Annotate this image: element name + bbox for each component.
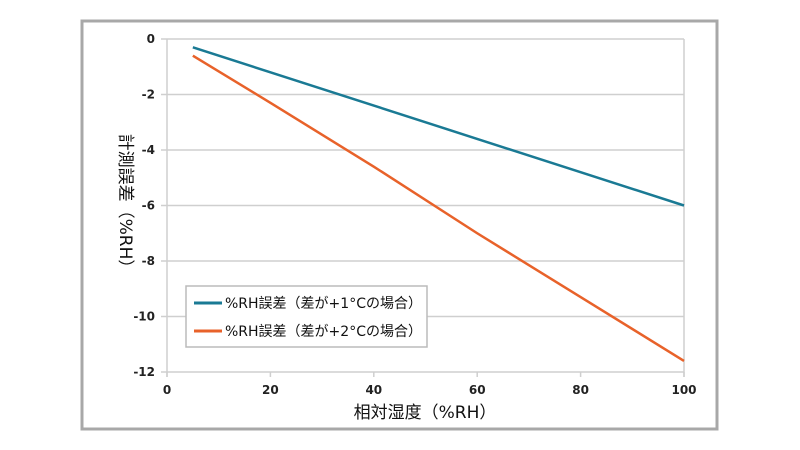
- y-tick-label: -12: [133, 365, 155, 379]
- y-axis-label: 計測誤差（%RH）: [115, 134, 135, 277]
- x-tick-label: 80: [572, 383, 589, 397]
- series-line-2: [192, 54, 685, 362]
- y-tick-label: -4: [142, 143, 155, 157]
- legend: %RH誤差（差が+1°Cの場合） %RH誤差（差が+2°Cの場合）: [185, 285, 428, 348]
- x-tick-label: 40: [365, 383, 382, 397]
- x-tick-label: 20: [262, 383, 279, 397]
- chart-frame: [80, 19, 719, 431]
- y-tick-label: -6: [142, 199, 155, 213]
- y-tick-label: -2: [142, 88, 155, 102]
- x-tick-label: 0: [163, 383, 171, 397]
- y-tick-label: -8: [142, 254, 155, 268]
- x-tick-label: 60: [469, 383, 486, 397]
- legend-label-2: %RH誤差（差が+2°Cの場合）: [225, 324, 422, 340]
- y-tick-label: 0: [147, 32, 155, 46]
- x-axis-label: 相対湿度（%RH）: [354, 403, 497, 423]
- series-line-1: [192, 46, 685, 207]
- legend-label-1: %RH誤差（差が+1°Cの場合）: [225, 296, 422, 312]
- x-tick-label: 100: [671, 383, 696, 397]
- y-tick-label: -10: [133, 310, 155, 324]
